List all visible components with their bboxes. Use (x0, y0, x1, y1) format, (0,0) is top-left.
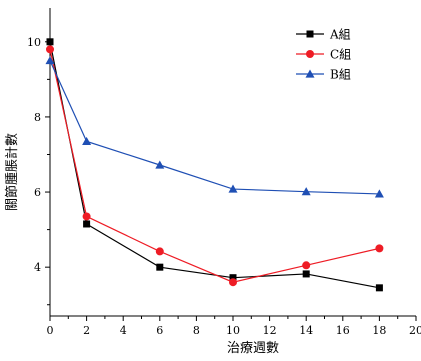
x-tick-label: 14 (299, 324, 313, 337)
x-tick-label: 20 (409, 324, 421, 337)
data-point (155, 247, 164, 256)
legend: A組 C組 B組 (296, 28, 351, 82)
legend-label: C組 (330, 48, 351, 62)
series-line (49, 49, 380, 283)
series-line (49, 60, 380, 195)
legend-item: C組 (296, 48, 351, 62)
data-point (82, 136, 92, 145)
legend-label: B組 (330, 68, 351, 82)
data-point (229, 278, 237, 287)
data-point (155, 160, 165, 169)
data-point (46, 38, 54, 46)
y-tick-label: 10 (27, 36, 41, 49)
y-axis-title: 關節腫脹計數 (4, 133, 20, 211)
x-tick-label: 16 (336, 324, 350, 337)
y-tick-label: 4 (34, 261, 41, 274)
data-point (45, 56, 55, 65)
axes: 0 2 4 6 8 10 12 14 16 18 20 4 6 8 10 (27, 8, 421, 337)
x-axis-title: 治療週數 (227, 341, 279, 356)
data-point (302, 270, 310, 278)
data-point (301, 187, 311, 196)
data-point (46, 45, 54, 54)
legend-label: A組 (329, 28, 351, 42)
y-tick-label: 8 (34, 111, 41, 124)
legend-item: B組 (296, 68, 351, 82)
x-tick-label: 18 (372, 324, 386, 337)
data-point (229, 274, 237, 282)
series-2 (46, 45, 384, 287)
x-tick-label: 0 (47, 324, 54, 337)
legend-marker (306, 50, 314, 58)
series-group (45, 38, 384, 292)
data-point (302, 261, 311, 270)
x-tick-label: 8 (193, 324, 200, 337)
x-tick-label: 4 (120, 324, 127, 337)
legend-item: A組 (296, 28, 351, 42)
legend-marker (306, 30, 314, 38)
data-point (83, 220, 91, 228)
series-3 (45, 56, 384, 198)
series-1 (46, 38, 383, 292)
x-tick-label: 6 (156, 324, 163, 337)
data-point (156, 263, 164, 271)
legend-marker (305, 69, 315, 78)
x-tick-label: 2 (83, 324, 90, 337)
x-tick-label: 12 (263, 324, 277, 337)
data-point (375, 244, 384, 253)
x-tick-label: 10 (226, 324, 240, 337)
y-tick-label: 6 (34, 186, 41, 199)
series-line (49, 41, 380, 289)
data-point (375, 284, 383, 292)
data-point (374, 189, 384, 198)
data-point (82, 212, 91, 221)
data-point (228, 184, 238, 193)
